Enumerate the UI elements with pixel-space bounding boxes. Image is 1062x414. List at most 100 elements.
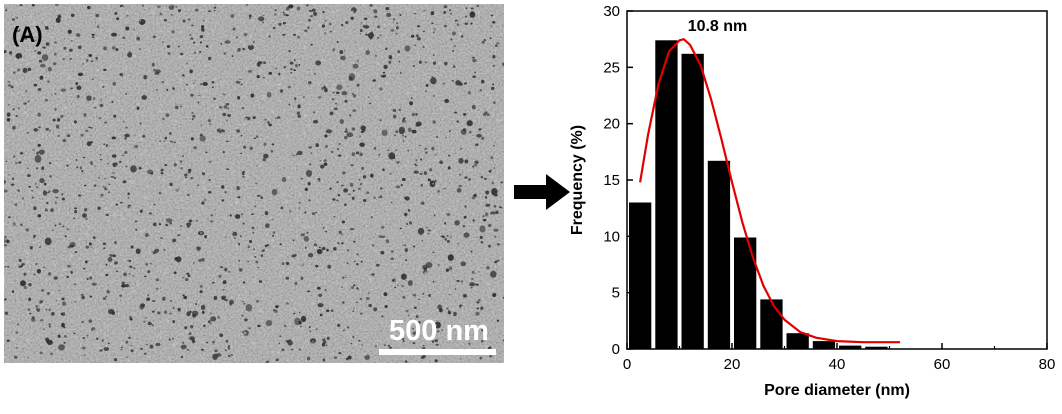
pore bbox=[106, 289, 110, 294]
pore bbox=[464, 159, 469, 164]
grain bbox=[90, 309, 93, 312]
pore bbox=[163, 19, 167, 22]
pore bbox=[210, 214, 214, 217]
pore bbox=[265, 360, 270, 364]
pore bbox=[95, 337, 99, 340]
pore bbox=[417, 36, 421, 41]
grain bbox=[139, 229, 144, 233]
grain bbox=[163, 239, 166, 243]
pore bbox=[415, 327, 420, 332]
grain bbox=[414, 28, 417, 32]
pore bbox=[61, 193, 64, 196]
grain bbox=[438, 328, 441, 331]
grain bbox=[444, 189, 446, 191]
pore bbox=[308, 146, 313, 149]
pore bbox=[484, 177, 487, 181]
pore bbox=[402, 119, 404, 122]
pore bbox=[111, 154, 117, 158]
grain bbox=[101, 108, 105, 112]
pore bbox=[378, 196, 381, 199]
pore bbox=[336, 40, 339, 43]
pore bbox=[348, 76, 353, 81]
pore bbox=[88, 319, 93, 323]
pore bbox=[264, 118, 267, 121]
grain bbox=[307, 123, 311, 128]
histogram-bar bbox=[760, 299, 783, 349]
pore bbox=[162, 117, 165, 120]
grain bbox=[144, 178, 147, 181]
grain bbox=[86, 249, 88, 252]
grain bbox=[236, 349, 238, 351]
grain bbox=[119, 16, 123, 19]
grain bbox=[398, 85, 401, 88]
pore bbox=[222, 93, 226, 96]
grain bbox=[339, 287, 342, 290]
grain bbox=[462, 322, 465, 325]
pore bbox=[292, 154, 295, 157]
grain bbox=[131, 160, 134, 163]
grain bbox=[358, 64, 361, 67]
pore bbox=[182, 294, 185, 297]
pore bbox=[411, 112, 416, 117]
grain bbox=[282, 69, 286, 73]
grain bbox=[282, 109, 286, 113]
grain bbox=[198, 341, 201, 344]
grain bbox=[325, 220, 329, 224]
pore bbox=[179, 160, 183, 163]
pore bbox=[103, 247, 106, 250]
pore bbox=[91, 282, 97, 286]
grain bbox=[96, 286, 98, 288]
grain bbox=[274, 262, 277, 265]
grain bbox=[498, 262, 502, 265]
pore bbox=[274, 9, 277, 12]
grain bbox=[120, 6, 124, 10]
pore bbox=[443, 61, 448, 66]
grain bbox=[85, 299, 87, 302]
pore bbox=[64, 235, 67, 238]
pore bbox=[200, 258, 205, 262]
pore bbox=[276, 116, 281, 119]
pore bbox=[12, 125, 16, 130]
pore bbox=[419, 172, 423, 175]
pore bbox=[265, 223, 270, 229]
grain bbox=[140, 111, 143, 114]
pore bbox=[486, 266, 490, 270]
grain bbox=[124, 258, 126, 261]
grain bbox=[73, 124, 78, 129]
pore bbox=[123, 272, 127, 277]
grain bbox=[136, 116, 139, 119]
grain bbox=[296, 355, 299, 358]
grain bbox=[342, 225, 346, 229]
grain bbox=[201, 89, 205, 93]
pore bbox=[41, 166, 45, 171]
pore bbox=[4, 266, 7, 268]
pore bbox=[168, 4, 175, 10]
grain bbox=[286, 121, 289, 124]
pore bbox=[155, 342, 161, 347]
grain bbox=[350, 96, 353, 99]
grain bbox=[286, 247, 290, 251]
pore bbox=[397, 50, 400, 54]
pore bbox=[243, 303, 246, 305]
pore bbox=[281, 348, 285, 352]
grain bbox=[13, 121, 16, 124]
pore bbox=[43, 182, 47, 186]
pore bbox=[272, 309, 276, 312]
grain bbox=[372, 28, 375, 30]
grain bbox=[433, 13, 437, 17]
pore bbox=[17, 107, 20, 109]
pore bbox=[218, 106, 223, 109]
grain bbox=[336, 8, 340, 13]
grain bbox=[119, 261, 122, 264]
grain bbox=[305, 22, 308, 26]
pore bbox=[227, 345, 231, 347]
pore bbox=[321, 247, 326, 250]
pore bbox=[331, 98, 335, 101]
histogram-bar bbox=[839, 345, 862, 349]
pore bbox=[182, 74, 185, 77]
pore bbox=[462, 128, 467, 132]
histogram-bar bbox=[865, 346, 888, 349]
grain bbox=[244, 157, 246, 160]
grain bbox=[234, 256, 237, 259]
pore bbox=[141, 95, 147, 100]
